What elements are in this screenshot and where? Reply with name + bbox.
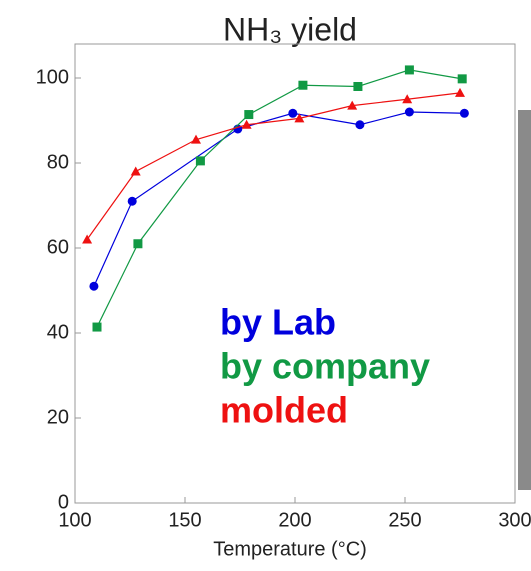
photo bbox=[518, 110, 531, 490]
point bbox=[131, 167, 141, 176]
x-axis-label: Temperature (°C) bbox=[213, 538, 367, 560]
y-tick-label: 20 bbox=[47, 406, 69, 428]
point bbox=[93, 323, 102, 332]
point bbox=[244, 110, 253, 119]
legend-label: by company bbox=[220, 346, 430, 387]
x-tick-label: 200 bbox=[278, 509, 311, 531]
series-line bbox=[87, 93, 460, 240]
page: {"chart_data": {"type": "line", "title":… bbox=[0, 0, 531, 566]
x-tick-label: 150 bbox=[168, 509, 201, 531]
legend-label: molded bbox=[220, 390, 348, 431]
point bbox=[460, 109, 469, 118]
point bbox=[89, 282, 98, 291]
point bbox=[355, 120, 364, 129]
chart-title: NH₃ yield bbox=[223, 11, 357, 47]
point bbox=[82, 235, 92, 244]
y-tick-label: 80 bbox=[47, 151, 69, 173]
chart: NH₃ yield Temperature (°C) 0204060801001… bbox=[0, 0, 531, 566]
legend-label: by Lab bbox=[220, 302, 336, 343]
x-tick-label: 100 bbox=[58, 509, 91, 531]
series-line bbox=[94, 112, 464, 286]
point bbox=[133, 239, 142, 248]
point bbox=[405, 65, 414, 74]
point bbox=[128, 197, 137, 206]
y-tick-label: 60 bbox=[47, 236, 69, 258]
point bbox=[196, 156, 205, 165]
point bbox=[298, 81, 307, 90]
point bbox=[458, 74, 467, 83]
y-tick-label: 40 bbox=[47, 321, 69, 343]
y-tick-label: 100 bbox=[36, 66, 69, 88]
point bbox=[353, 82, 362, 91]
point bbox=[455, 88, 465, 97]
x-tick-label: 300 bbox=[498, 509, 531, 531]
x-tick-label: 250 bbox=[388, 509, 421, 531]
point bbox=[288, 109, 297, 118]
point bbox=[405, 108, 414, 117]
